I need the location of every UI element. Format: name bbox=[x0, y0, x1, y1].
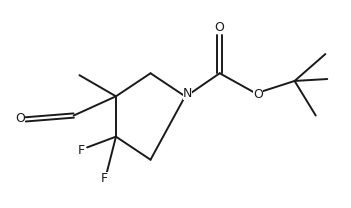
Text: F: F bbox=[101, 172, 108, 185]
Text: O: O bbox=[253, 88, 263, 101]
Text: F: F bbox=[78, 144, 85, 157]
Text: N: N bbox=[183, 87, 192, 100]
Text: O: O bbox=[215, 21, 225, 35]
Text: O: O bbox=[15, 112, 25, 125]
